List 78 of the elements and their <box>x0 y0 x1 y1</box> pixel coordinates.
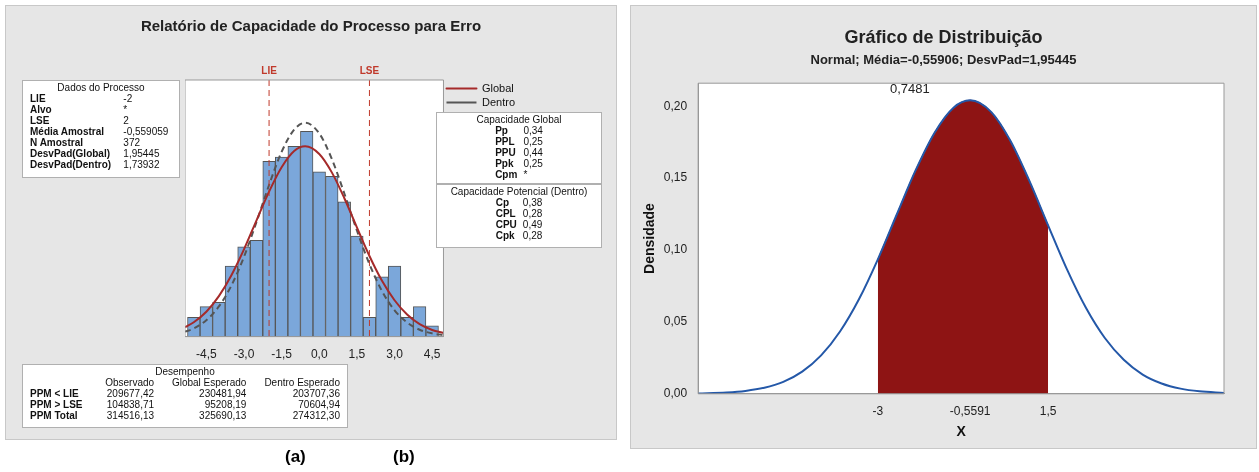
text: 274312,30 <box>291 410 341 421</box>
text: Desempenho <box>154 366 215 377</box>
x-tick-label: -3,0 <box>233 347 255 362</box>
text: 203707,36 <box>291 388 341 399</box>
x-tick-label: 1,5 <box>1039 404 1057 419</box>
text: Observado <box>104 377 156 388</box>
text: * <box>522 169 529 180</box>
text: (b) <box>393 447 415 467</box>
text: LIE <box>29 93 47 104</box>
text: 0,49 <box>521 219 544 230</box>
text: CPU <box>494 219 518 230</box>
text: (a) <box>285 447 306 467</box>
annotation: 0,7481 <box>890 81 930 96</box>
text: 0,25 <box>522 136 544 147</box>
text: Capacidade Global <box>475 114 563 125</box>
text: 0,25 <box>522 158 544 169</box>
text: 230481,94 <box>198 388 248 399</box>
y-tick-label: 0,10 <box>663 242 688 257</box>
text: 372 <box>122 137 141 148</box>
text: Média Amostral <box>29 126 106 137</box>
x-tick-label: -3 <box>872 404 884 419</box>
ref-line-label: LSE <box>359 64 380 76</box>
text: Global Esperado <box>171 377 248 388</box>
ref-line-label: LIE <box>261 64 278 76</box>
text: 325690,13 <box>198 410 248 421</box>
x-tick-label: 3,0 <box>386 347 404 362</box>
text: CPL <box>494 208 517 219</box>
x-tick-label: 4,5 <box>423 347 441 362</box>
x-tick-label: -0,5591 <box>949 404 991 419</box>
text: Dados do Processo <box>56 82 146 93</box>
text: 209677,42 <box>105 388 156 399</box>
legend-label: Dentro <box>481 95 516 108</box>
text: Cpm <box>494 169 519 180</box>
text: 1,73932 <box>122 159 161 170</box>
chart-subtitle: Normal; Média=-0,55906; DesvPad=1,95445 <box>809 52 1078 67</box>
text: Ppk <box>494 158 514 169</box>
y-axis-title: Densidade <box>641 202 658 274</box>
text: LSE <box>29 115 51 126</box>
text: Cp <box>495 197 510 208</box>
x-tick-label: -1,5 <box>271 347 293 362</box>
x-tick-label: 1,5 <box>348 347 366 362</box>
text: PPU <box>494 147 517 158</box>
y-tick-label: 0,05 <box>663 314 688 329</box>
text: Pp <box>495 125 508 136</box>
text: -0,559059 <box>122 126 170 137</box>
text: 0,38 <box>521 197 544 208</box>
text: 314516,13 <box>105 410 156 421</box>
y-tick-label: 0,15 <box>663 170 688 185</box>
text: * <box>122 104 129 115</box>
x-axis-title: X <box>956 423 967 440</box>
text: 0,34 <box>523 125 544 136</box>
text: N Amostral <box>29 137 84 148</box>
x-tick-label: -4,5 <box>195 347 217 362</box>
text: 95208,19 <box>203 399 248 410</box>
text: Alvo <box>29 104 53 115</box>
text: DesvPad(Dentro) <box>29 159 113 170</box>
y-tick-label: 0,20 <box>663 98 688 113</box>
text: Capacidade Potencial (Dentro) <box>449 186 589 197</box>
text: 1,95445 <box>122 148 161 159</box>
text: -2 <box>122 93 134 104</box>
chart-title: Relatório de Capacidade do Processo para Erro <box>139 17 483 34</box>
text: Dentro Esperado <box>263 377 341 388</box>
chart-title: Gráfico de Distribuição <box>843 27 1044 48</box>
text: 0,44 <box>522 147 544 158</box>
text: PPL <box>494 136 516 147</box>
x-tick-label: 0,0 <box>310 347 328 362</box>
text: 0,28 <box>521 208 544 219</box>
text: PPM < LIE <box>29 388 80 399</box>
legend-label: Global <box>481 81 514 94</box>
text: 0,28 <box>521 230 544 241</box>
text: 104838,71 <box>105 399 156 410</box>
text: 2 <box>122 115 130 126</box>
text: 70604,94 <box>297 399 341 410</box>
text: PPM Total <box>29 410 79 421</box>
y-tick-label: 0,00 <box>663 386 688 401</box>
text: PPM > LSE <box>29 399 84 410</box>
text: Cpk <box>494 230 516 241</box>
text: DesvPad(Global) <box>29 148 112 159</box>
